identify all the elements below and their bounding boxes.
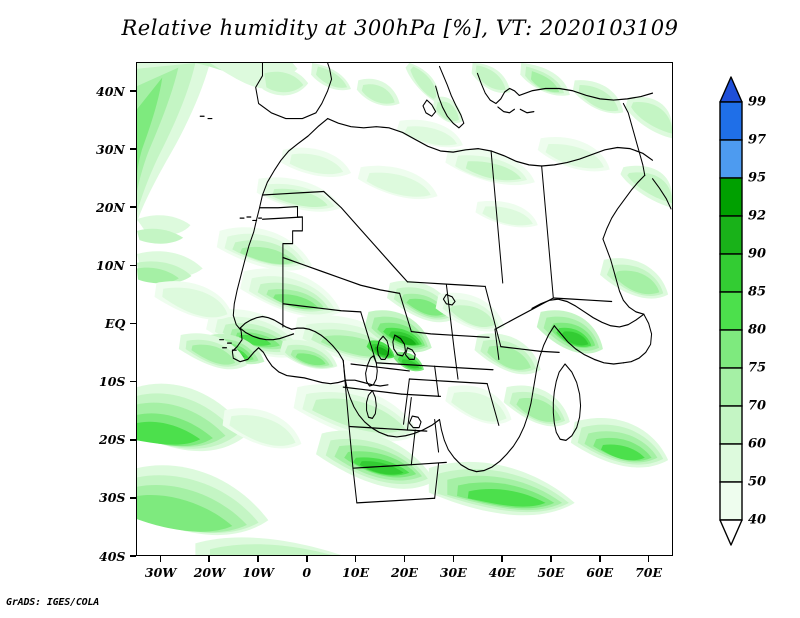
- y-axis-label: 20N: [96, 199, 125, 215]
- y-axis-label: EQ: [105, 316, 126, 332]
- colorbar-band: [719, 177, 743, 217]
- y-axis-tick: [130, 497, 136, 499]
- colorbar-band: [719, 139, 743, 179]
- y-axis-label: 20S: [99, 432, 126, 448]
- map-plot-area: [136, 62, 673, 556]
- x-axis-label: 20E: [391, 565, 418, 580]
- y-axis-tick: [130, 206, 136, 209]
- colorbar-tick-label: 90: [748, 246, 767, 262]
- colorbar-tick-label: 60: [748, 436, 767, 452]
- x-axis-label: 0: [302, 565, 312, 580]
- colorbar-tick-label: 97: [748, 132, 767, 148]
- x-axis-tick: [598, 556, 601, 562]
- y-axis-tick: [130, 90, 136, 92]
- x-axis-tick: [452, 556, 455, 562]
- y-axis-tick: [130, 322, 136, 325]
- x-axis-label: 20W: [193, 565, 226, 580]
- colorbar-band: [719, 443, 743, 483]
- colorbar-tick-label: 40: [748, 512, 767, 528]
- colorbar-svg: [719, 76, 743, 546]
- x-axis-tick: [647, 556, 650, 562]
- colorbar-tick-label: 70: [748, 398, 767, 414]
- colorbar-tick-label: 95: [748, 170, 767, 186]
- y-axis-tick: [130, 555, 136, 557]
- page-title: Relative humidity at 300hPa [%], VT: 202…: [121, 16, 679, 40]
- colorbar-band: [719, 405, 743, 445]
- x-axis-tick: [501, 556, 503, 562]
- colorbar-band: [719, 215, 743, 255]
- x-axis-tick: [208, 556, 211, 562]
- x-axis-label: 10W: [242, 565, 274, 580]
- colorbar-band: [719, 329, 743, 369]
- colorbar-band: [719, 101, 743, 141]
- y-axis-label: 10S: [99, 374, 126, 390]
- x-axis-tick: [403, 556, 406, 562]
- colorbar-tick-label: 75: [748, 360, 767, 376]
- x-axis-tick: [306, 556, 308, 562]
- colorbar-band: [719, 291, 743, 331]
- coastline-layer: [199, 63, 672, 504]
- x-axis-label: 70E: [635, 565, 663, 580]
- colorbar: [718, 76, 744, 546]
- colorbar-band: [719, 253, 743, 293]
- humidity-field: [137, 63, 672, 555]
- colorbar-under-arrow: [719, 519, 743, 546]
- y-axis-label: 40N: [96, 83, 125, 99]
- credit-text: GrADS: IGES/COLA: [6, 597, 100, 608]
- colorbar-tick-label: 85: [748, 284, 767, 300]
- x-axis-label: 10E: [342, 565, 370, 580]
- x-axis-label: 40E: [488, 565, 516, 580]
- map-svg: [137, 63, 672, 555]
- x-axis-tick: [354, 556, 357, 562]
- x-axis-label: 50E: [537, 565, 565, 580]
- x-axis-tick: [550, 556, 552, 562]
- colorbar-tick-label: 50: [748, 474, 767, 490]
- x-axis-tick: [257, 556, 259, 562]
- colorbar-band: [719, 367, 743, 407]
- x-axis-label: 60E: [586, 565, 614, 580]
- colorbar-band: [719, 481, 743, 521]
- x-axis-label: 30E: [439, 565, 467, 580]
- y-axis-tick: [130, 264, 136, 267]
- y-axis-tick: [130, 148, 136, 150]
- colorbar-over-arrow: [719, 76, 743, 103]
- colorbar-tick-label: 80: [748, 322, 767, 338]
- y-axis-tick: [130, 380, 136, 383]
- y-axis-label: 10N: [96, 257, 125, 273]
- y-axis-tick: [130, 438, 136, 441]
- y-axis-label: 30N: [96, 141, 125, 157]
- x-axis-tick: [159, 556, 162, 562]
- y-axis-label: 40S: [99, 548, 126, 564]
- colorbar-tick-label: 99: [748, 94, 767, 110]
- colorbar-tick-label: 92: [748, 208, 767, 224]
- x-axis-label: 30W: [144, 565, 177, 580]
- y-axis-label: 30S: [99, 490, 126, 506]
